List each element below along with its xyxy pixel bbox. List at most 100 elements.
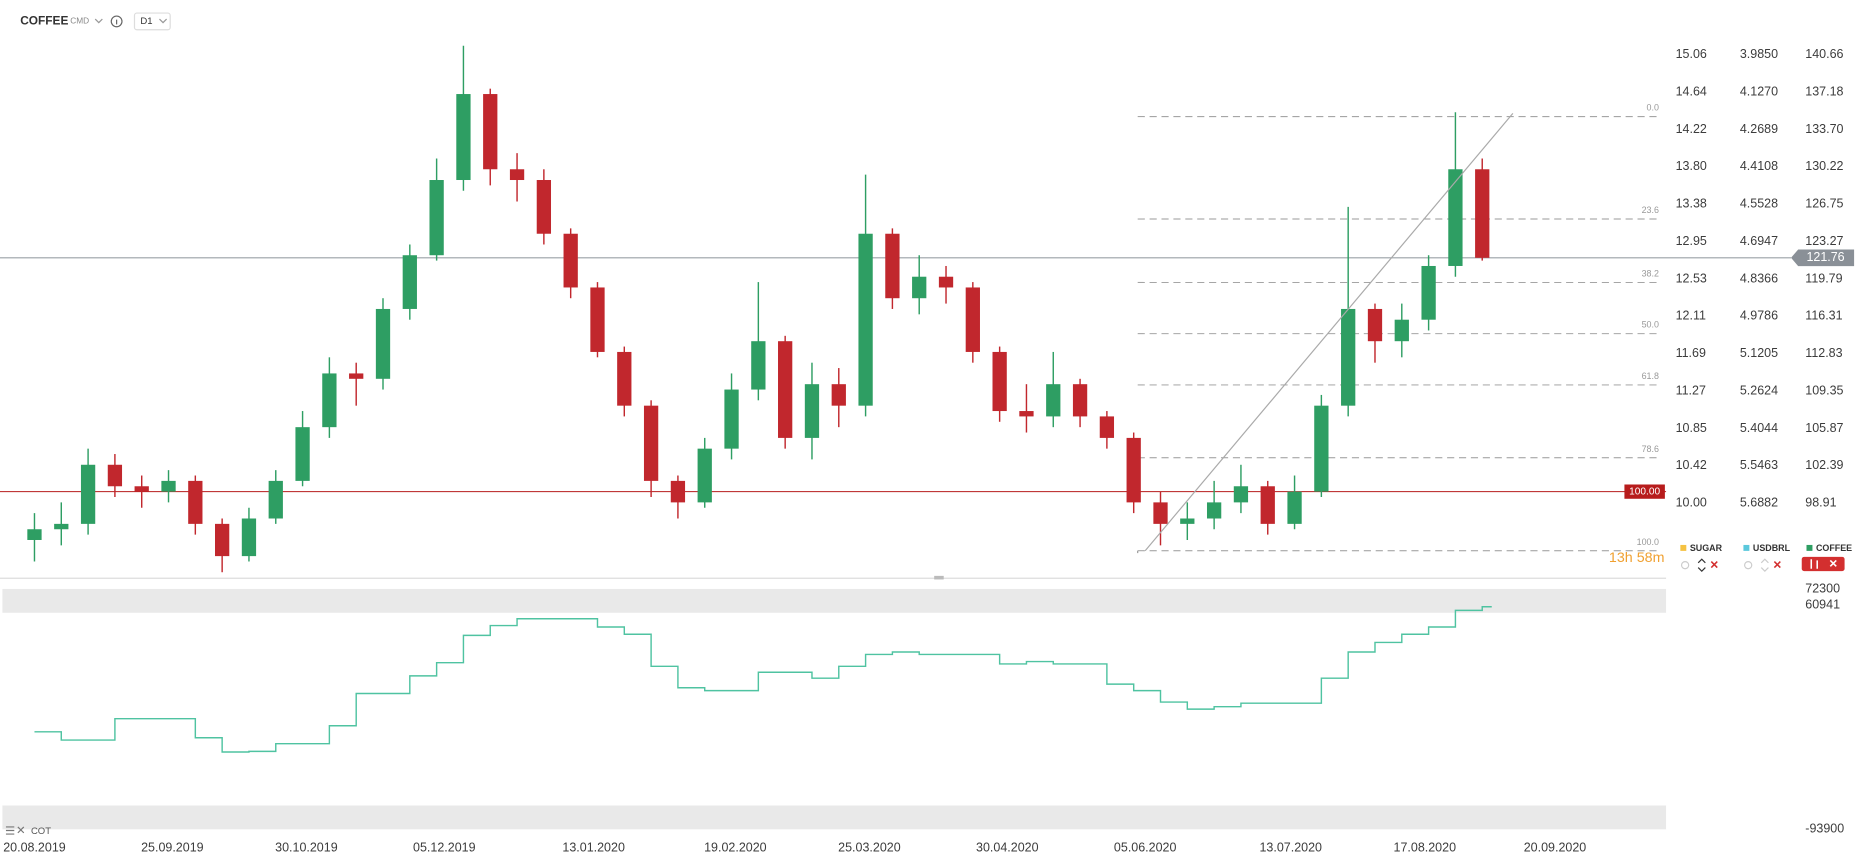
scale-label: 4.5528 <box>1740 196 1778 210</box>
scale-label: 13.38 <box>1676 196 1707 210</box>
scale-label: 4.2689 <box>1740 122 1778 136</box>
cot-band <box>2 805 1667 830</box>
candle-body <box>295 427 310 481</box>
y-tick-label: 116.31 <box>1805 309 1842 323</box>
scale-label: 12.53 <box>1676 271 1707 285</box>
candle-body <box>938 276 954 288</box>
legend-label: COFFEE <box>1816 543 1852 553</box>
scale-label: 14.22 <box>1676 122 1707 136</box>
visibility-icon[interactable] <box>1744 561 1753 570</box>
y-tick-label: 109.35 <box>1805 383 1843 397</box>
y-tick-label: 130.22 <box>1805 159 1843 173</box>
candle-body <box>1475 169 1490 258</box>
candle-body <box>107 464 123 487</box>
candle-body <box>1206 502 1222 519</box>
dropdown-icon[interactable] <box>94 18 103 24</box>
candle-body <box>483 94 498 170</box>
dropdown-icon <box>159 18 168 24</box>
x-tick-label: 25.03.2020 <box>838 841 901 855</box>
move-icon <box>1697 558 1706 572</box>
x-tick-label: 20.09.2020 <box>1524 841 1587 855</box>
candle-body <box>1448 169 1463 266</box>
menu-icon[interactable] <box>5 826 15 835</box>
candle-body <box>1126 437 1141 503</box>
info-icon[interactable] <box>110 15 123 28</box>
candle-body <box>804 384 820 438</box>
candle-body <box>1046 384 1061 417</box>
candle-body <box>912 276 927 299</box>
cot-tick-label: -93900 <box>1805 822 1844 836</box>
x-tick-label: 05.12.2019 <box>413 841 476 855</box>
fib-label: 61.8 <box>1642 371 1659 381</box>
scale-label: 4.4108 <box>1740 159 1778 173</box>
candle-body <box>27 529 42 540</box>
x-tick-label: 17.08.2020 <box>1394 841 1457 855</box>
candle-body <box>1233 486 1249 503</box>
y-tick-label: 126.75 <box>1805 196 1843 210</box>
candle-body <box>536 180 552 234</box>
candle-body <box>1072 384 1088 417</box>
resize-handle[interactable] <box>934 575 944 580</box>
cot-title: COT <box>31 826 51 837</box>
scale-label: 4.8366 <box>1740 271 1778 285</box>
candle-body <box>322 373 337 428</box>
candle-body <box>1153 502 1168 524</box>
interval[interactable]: D1 <box>140 16 152 27</box>
candle-body <box>1394 319 1409 342</box>
scale-label: 5.2624 <box>1740 383 1778 397</box>
candle-body <box>1019 411 1034 417</box>
close-icon[interactable] <box>17 826 25 834</box>
candle-body <box>349 373 364 379</box>
last-price-box <box>1791 249 1855 267</box>
scale-label: 10.42 <box>1676 458 1707 472</box>
candle-body <box>456 94 471 181</box>
candle-body <box>831 384 846 406</box>
legend-swatch <box>1680 544 1687 551</box>
candle-body <box>1421 265 1436 320</box>
scale-label: 5.1205 <box>1740 346 1778 360</box>
scale-label: 4.6947 <box>1740 234 1778 248</box>
candle-body <box>724 389 739 449</box>
scale-label: 4.9786 <box>1740 309 1778 323</box>
remove-button <box>1801 556 1845 572</box>
candle-body <box>54 523 69 530</box>
legend-label: USDBRL <box>1753 543 1791 553</box>
scale-label: 11.69 <box>1676 346 1706 360</box>
visibility-icon[interactable] <box>1680 561 1690 570</box>
fib-label: 38.2 <box>1642 268 1659 278</box>
legend-swatch <box>1806 544 1813 551</box>
symbol[interactable]: COFFEE <box>20 14 68 28</box>
scale-label: 12.95 <box>1676 234 1707 248</box>
category: CMD <box>70 16 89 26</box>
x-tick-label: 25.09.2019 <box>141 841 204 855</box>
cot-controls <box>5 826 25 835</box>
candle-body <box>268 480 283 519</box>
x-tick-label: 13.01.2020 <box>562 841 625 855</box>
cot-band <box>2 588 1667 613</box>
candle-body <box>509 169 525 181</box>
candle-body <box>617 351 632 406</box>
x-tick-label: 13.07.2020 <box>1259 841 1322 855</box>
scale-label: 10.00 <box>1676 496 1707 510</box>
scale-label: 13.80 <box>1676 159 1707 173</box>
scale-label: 11.27 <box>1676 383 1706 397</box>
candle-body <box>241 518 257 557</box>
candle-body <box>161 480 176 492</box>
type-icon <box>1810 559 1818 569</box>
candle-body <box>965 287 980 352</box>
interval-select[interactable] <box>133 12 171 31</box>
last-price-label: 121.76 <box>1806 250 1844 264</box>
trendline <box>1144 113 1514 552</box>
y-tick-label: 119.79 <box>1805 271 1842 285</box>
y-tick-label: 105.87 <box>1805 421 1843 435</box>
y-tick-label: 123.27 <box>1805 234 1843 248</box>
candle-body <box>375 308 391 379</box>
level-label-box <box>1624 484 1665 499</box>
cot-tick-label: 72300 <box>1805 581 1840 595</box>
candle-body <box>563 233 578 288</box>
fib-label: 23.6 <box>1642 205 1659 215</box>
candle-body <box>858 233 873 406</box>
scale-label: 14.64 <box>1676 84 1707 98</box>
x-tick-label: 19.02.2020 <box>704 841 767 855</box>
